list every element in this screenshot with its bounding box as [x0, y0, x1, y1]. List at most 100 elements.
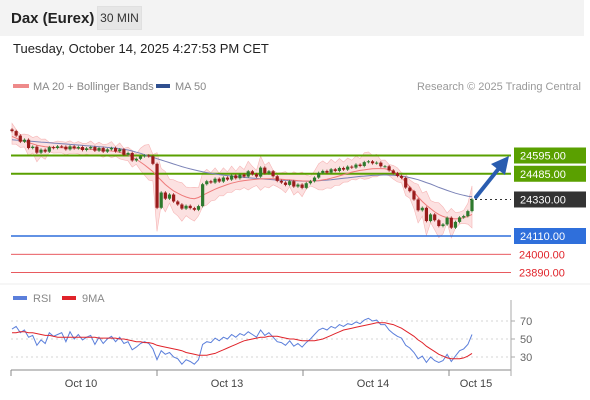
- candle-body: [176, 201, 180, 205]
- candle-body: [404, 177, 408, 188]
- candle-body: [263, 167, 267, 174]
- candle-body: [201, 184, 205, 207]
- candle-body: [101, 148, 105, 152]
- candle-body: [242, 174, 246, 177]
- level-label-target: 23890.00: [519, 268, 565, 280]
- candle-body: [466, 211, 470, 217]
- candle-body: [304, 183, 308, 188]
- candle-body: [379, 162, 383, 167]
- candle-body: [72, 146, 76, 149]
- candle-body: [230, 175, 234, 180]
- candle-body: [283, 182, 288, 185]
- level-label-target: 24000.00: [519, 249, 565, 261]
- candle-body: [453, 221, 458, 228]
- candle-body: [296, 184, 300, 187]
- candle-body: [259, 167, 263, 177]
- candle-body: [420, 207, 424, 211]
- x-axis-label: Oct 13: [211, 378, 243, 390]
- x-axis-label: Oct 14: [357, 378, 389, 390]
- candle-body: [288, 181, 292, 185]
- candle-body: [114, 148, 118, 152]
- header-bar: Dax (Eurex) 30 MIN: [0, 0, 584, 36]
- candle-body: [118, 149, 122, 152]
- candle-body: [354, 164, 358, 168]
- candle-body: [337, 167, 341, 171]
- level-label-support: 24110.00: [520, 231, 565, 243]
- rsi-legend-label: RSI: [33, 293, 51, 305]
- candle-body: [151, 156, 155, 164]
- candle-body: [433, 214, 437, 221]
- ma50-line: [11, 139, 473, 198]
- candle-body: [395, 173, 400, 176]
- candle-body: [89, 147, 93, 149]
- instrument-title: Dax (Eurex): [11, 10, 95, 27]
- candle-body: [325, 170, 329, 173]
- candle-body: [267, 171, 271, 174]
- rsi-legend-swatch: [13, 296, 27, 300]
- ma50-legend-label: MA 50: [175, 81, 206, 93]
- candle-body: [130, 153, 134, 161]
- candle-body: [192, 208, 196, 210]
- candle-body: [428, 214, 433, 222]
- rsi-tick-label: 70: [520, 316, 532, 328]
- candle-body: [209, 181, 213, 183]
- candle-body: [47, 147, 51, 152]
- candle-body: [221, 177, 225, 182]
- rsi-pane: 70 50 30: [11, 316, 532, 365]
- candle-body: [172, 194, 176, 202]
- candles: [10, 128, 474, 230]
- candle-body: [275, 176, 279, 181]
- candle-body: [68, 146, 72, 150]
- timeframe-button[interactable]: 30 MIN: [97, 6, 142, 30]
- candle-body: [412, 191, 416, 200]
- x-axis-labels: Oct 10 Oct 13 Oct 14 Oct 15: [10, 370, 492, 390]
- candle-body: [122, 149, 126, 155]
- candle-body: [329, 169, 333, 173]
- candle-body: [358, 164, 362, 166]
- forecast-arrow-head: [491, 156, 509, 175]
- ma20-line: [11, 135, 473, 220]
- level-label-resistance: 24485.00: [520, 169, 566, 181]
- candle-body: [109, 148, 114, 150]
- ma9-legend-swatch: [62, 296, 76, 300]
- candle-body: [51, 147, 56, 149]
- candle-body: [138, 156, 143, 159]
- candle-body: [22, 139, 27, 142]
- candle-body: [317, 172, 321, 178]
- level-label-current: 24330.00: [520, 194, 566, 206]
- candle-body: [93, 147, 97, 151]
- candle-body: [362, 162, 366, 166]
- candle-body: [196, 206, 201, 210]
- candle-body: [225, 177, 230, 180]
- ma20-legend-label: MA 20 + Bollinger Bands: [33, 81, 154, 93]
- ma9-legend-label: 9MA: [82, 293, 105, 305]
- candle-body: [126, 153, 130, 155]
- candle-body: [167, 194, 172, 199]
- candle-body: [254, 174, 259, 177]
- candle-body: [188, 205, 192, 209]
- candle-body: [292, 181, 296, 187]
- candle-body: [31, 146, 35, 149]
- candle-body: [213, 178, 217, 183]
- candle-body: [26, 139, 31, 149]
- candle-body: [205, 181, 209, 185]
- candle-body: [238, 174, 242, 179]
- candle-body: [437, 220, 441, 227]
- candle-body: [55, 146, 60, 149]
- ma50-legend-swatch: [156, 84, 170, 88]
- candle-body: [308, 181, 312, 184]
- candle-body: [333, 169, 337, 171]
- candle-body: [43, 149, 47, 152]
- candle-body: [250, 171, 254, 175]
- candle-body: [155, 163, 159, 208]
- candle-body: [147, 155, 151, 157]
- candle-body: [387, 166, 391, 171]
- level-label-box-resistance: [514, 147, 586, 164]
- level-label-box-resistance: [514, 165, 586, 182]
- credit-text: Research © 2025 Trading Central: [417, 81, 581, 93]
- candle-body: [424, 207, 429, 222]
- candle-body: [350, 166, 354, 168]
- ma20-legend-swatch: [13, 84, 29, 88]
- candle-body: [441, 224, 445, 227]
